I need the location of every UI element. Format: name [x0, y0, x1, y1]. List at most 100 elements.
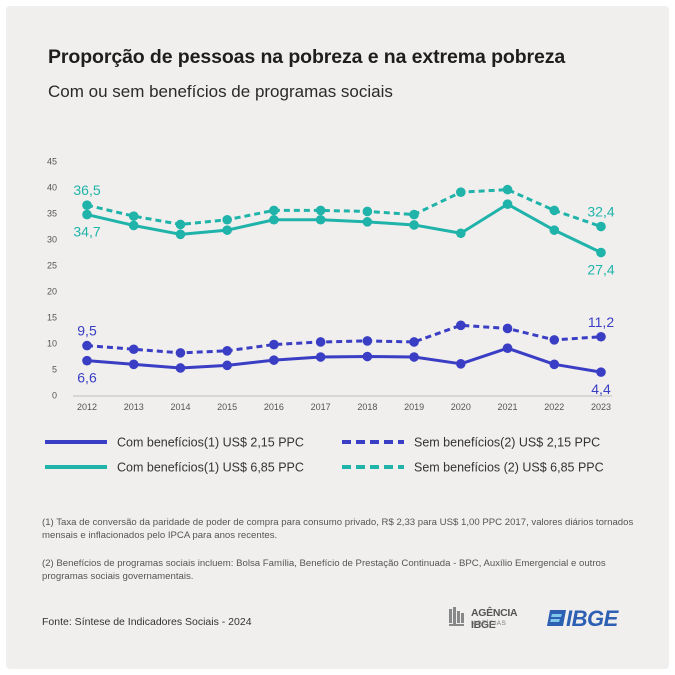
y-tick-label: 20 — [47, 287, 57, 297]
data-point-s3-11 — [596, 221, 606, 232]
data-point-s2-11 — [596, 247, 606, 258]
series-line-2 — [86, 202, 602, 254]
infographic-card: Proporção de pessoas na pobreza e na ext… — [6, 6, 669, 669]
agencia-ibge-logo: AGÊNCIA IBGE NOTÍCIAS — [449, 605, 541, 631]
data-point-s2-4 — [269, 214, 279, 225]
data-point-s0-5 — [315, 352, 326, 362]
agencia-logo-text: AGÊNCIA IBGE — [471, 607, 517, 631]
legend-label-3: Sem benefícios (2) US$ 6,85 PPC — [414, 461, 604, 475]
data-point-s3-1 — [128, 211, 139, 221]
data-point-s0-4 — [269, 355, 279, 365]
y-tick-label: 35 — [47, 209, 57, 219]
agencia-logo-subtext: NOTÍCIAS — [471, 620, 507, 627]
y-tick-label: 5 — [52, 365, 57, 375]
x-tick-label: 2019 — [404, 402, 424, 412]
data-point-s3-7 — [409, 209, 419, 220]
y-tick-label: 45 — [47, 157, 57, 167]
data-point-s3-4 — [269, 205, 279, 216]
legend-label-2: Com benefícios(1) US$ 6,85 PPC — [117, 461, 304, 475]
data-point-s1-9 — [502, 323, 513, 334]
data-point-s3-0 — [82, 200, 92, 210]
data-label: 36,5 — [73, 182, 100, 198]
label-layer: 6,6 4,4 9,5 11,2 34,7 27,4 36,5 32,4 — [73, 182, 614, 397]
x-tick-label: 2016 — [264, 402, 284, 412]
x-tick-label: 2021 — [498, 402, 518, 412]
data-point-s1-7 — [409, 337, 419, 347]
x-tick-label: 2013 — [124, 402, 144, 412]
data-label: 6,6 — [77, 370, 97, 386]
data-label: 32,4 — [587, 204, 614, 220]
series-line-3 — [86, 188, 602, 228]
data-point-s0-3 — [222, 360, 232, 371]
data-label: 34,7 — [73, 224, 100, 240]
y-tick-label: 30 — [47, 235, 57, 245]
ibge-flag-logo-icon — [547, 610, 566, 626]
data-point-s1-0 — [82, 340, 92, 351]
data-point-s3-9 — [502, 184, 513, 195]
legend-label-0: Com benefícios(1) US$ 2,15 PPC — [117, 436, 304, 450]
x-tick-label: 2014 — [170, 402, 190, 412]
data-point-s1-1 — [128, 344, 139, 355]
data-point-s3-2 — [175, 219, 186, 230]
ibge-logo-text: IBGE — [566, 606, 618, 631]
data-label: 9,5 — [77, 323, 97, 339]
y-tick-label: 25 — [47, 261, 57, 271]
data-point-s0-7 — [409, 352, 419, 362]
series-line-0 — [86, 346, 602, 374]
data-point-s2-1 — [128, 220, 139, 231]
data-point-s0-9 — [502, 343, 513, 354]
data-point-s3-6 — [362, 206, 373, 217]
data-point-s2-10 — [549, 225, 560, 235]
x-tick-label: 2018 — [357, 402, 377, 412]
data-point-s2-6 — [362, 217, 373, 227]
x-tick-label: 2012 — [77, 402, 97, 412]
chart-title: Proporção de pessoas na pobreza e na ext… — [48, 46, 566, 68]
data-point-s1-8 — [456, 320, 466, 331]
data-point-s0-0 — [82, 355, 92, 366]
data-point-s0-8 — [456, 359, 466, 369]
data-point-s2-0 — [82, 209, 92, 220]
data-point-s0-11 — [596, 367, 606, 377]
axis-layer: 0 5 10 15 20 25 30 35 40 45 2012 2013 2014 2015 2016 20… — [47, 157, 612, 412]
chart-subtitle: Com ou sem benefícios de programas socia… — [48, 82, 393, 101]
data-point-s3-8 — [456, 187, 466, 197]
data-point-s0-10 — [549, 359, 560, 370]
data-point-s2-8 — [456, 228, 466, 239]
data-point-s2-7 — [409, 220, 419, 230]
legend: Com benefícios(1) US$ 2,15 PPC Sem benefí… — [45, 436, 604, 475]
data-point-s1-3 — [222, 346, 232, 356]
data-point-s1-10 — [549, 335, 560, 345]
data-label: 4,4 — [591, 381, 611, 397]
data-point-s1-6 — [362, 336, 373, 346]
data-point-s1-5 — [315, 337, 326, 347]
y-tick-label: 0 — [52, 391, 57, 401]
ibge-logo: IBGE — [546, 604, 636, 632]
data-point-s1-2 — [175, 348, 186, 358]
x-tick-label: 2023 — [591, 402, 611, 412]
x-tick-label: 2017 — [311, 402, 331, 412]
legend-label-1: Sem benefícios(2) US$ 2,15 PPC — [414, 436, 600, 450]
data-point-s2-3 — [222, 225, 232, 235]
y-tick-label: 15 — [47, 313, 57, 323]
agencia-ibge-logo-icon — [449, 607, 464, 626]
data-point-s3-3 — [222, 214, 232, 225]
x-tick-label: 2015 — [217, 402, 237, 412]
footnote-2: (2) Benefícios de programas sociais incl… — [42, 558, 606, 582]
x-tick-label: 2022 — [544, 402, 564, 412]
data-point-s0-6 — [362, 351, 373, 362]
data-point-s3-10 — [549, 205, 560, 216]
data-point-s3-5 — [315, 205, 326, 216]
y-tick-label: 40 — [47, 183, 57, 193]
series-layer — [82, 184, 606, 377]
data-point-s1-11 — [596, 331, 606, 342]
data-point-s1-4 — [269, 339, 279, 350]
data-point-s0-2 — [175, 363, 186, 373]
y-tick-label: 10 — [47, 339, 57, 349]
data-point-s2-9 — [502, 199, 513, 209]
footnote-1: (1) Taxa de conversão da paridade de pod… — [42, 517, 634, 541]
data-label: 11,2 — [588, 314, 614, 330]
data-point-s0-1 — [128, 359, 139, 370]
data-point-s2-2 — [175, 229, 186, 240]
data-point-s2-5 — [315, 214, 326, 225]
